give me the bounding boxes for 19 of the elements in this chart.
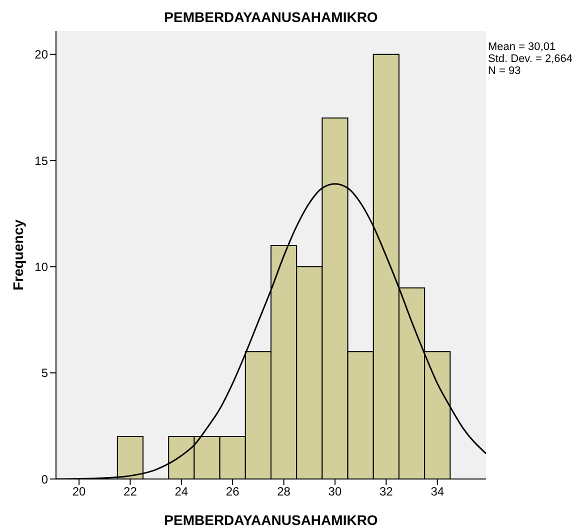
x-axis-title: PEMBERDAYAANUSAHAMIKRO	[164, 512, 378, 527]
x-tick-label: 28	[277, 484, 291, 499]
chart-title: PEMBERDAYAANUSAHAMIKRO	[164, 9, 378, 25]
x-tick-label: 30	[328, 484, 342, 499]
y-axis-title: Frequency	[10, 219, 26, 290]
x-tick-label: 20	[72, 484, 86, 499]
y-tick-label: 5	[41, 366, 48, 380]
y-tick-label: 0	[41, 472, 48, 486]
y-tick-label: 10	[34, 260, 48, 274]
x-tick-label: 22	[124, 484, 138, 499]
text: N = 93	[488, 65, 522, 77]
x-tick-label: 32	[380, 484, 394, 499]
y-tick-label: 15	[34, 154, 48, 168]
x-tick-label: 26	[226, 484, 240, 499]
x-tick-label: 24	[174, 484, 188, 499]
text: Mean = 30,01	[488, 41, 557, 53]
text: Std. Dev. = 2,664	[488, 53, 572, 65]
y-tick-label: 20	[34, 48, 48, 62]
x-tick-label: 34	[430, 484, 444, 499]
